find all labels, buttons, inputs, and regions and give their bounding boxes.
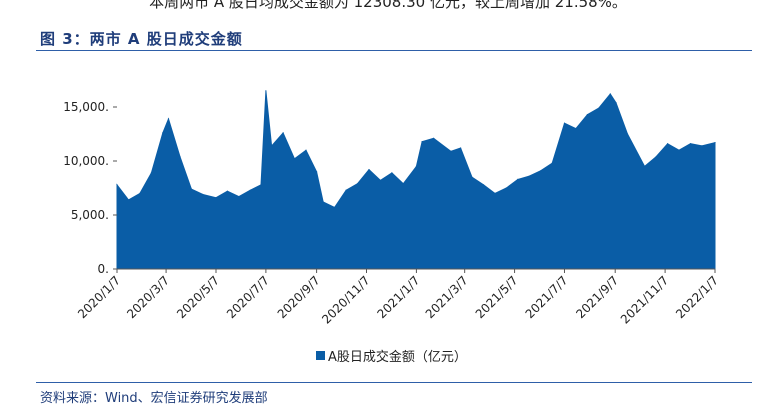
y-tick-label: 0. — [98, 262, 109, 276]
x-tick-label: 2021/5/7 — [473, 273, 521, 321]
data-point — [249, 189, 251, 191]
legend: A股日成交金额（亿元） — [316, 346, 467, 365]
series-area — [116, 90, 716, 270]
data-point — [162, 132, 164, 134]
y-axis: 0. 5,000. 10,000. 15,000. — [63, 100, 117, 276]
data-point — [179, 156, 181, 158]
data-point — [415, 165, 417, 167]
data-point — [345, 189, 347, 191]
data-point — [282, 132, 284, 134]
data-point — [598, 107, 600, 109]
data-point — [215, 197, 217, 199]
data-point — [322, 201, 324, 203]
data-point — [517, 178, 519, 180]
data-point — [265, 90, 267, 92]
data-point — [190, 188, 192, 190]
data-point — [678, 149, 680, 151]
title-rule — [36, 50, 752, 51]
data-point — [139, 192, 141, 194]
data-point — [471, 176, 473, 178]
x-tick-label: 2021/9/7 — [573, 273, 621, 321]
data-point — [368, 169, 370, 171]
data-point — [391, 172, 393, 174]
data-point — [202, 193, 204, 196]
data-point — [127, 199, 130, 201]
data-point — [482, 184, 485, 186]
data-point — [293, 158, 296, 160]
data-point — [116, 184, 118, 186]
data-point — [626, 133, 629, 135]
data-point — [528, 175, 530, 177]
y-tick-label: 15,000. — [63, 100, 109, 114]
data-point — [238, 196, 240, 198]
x-tick-label: 2021/7/7 — [523, 273, 571, 321]
x-tick-label: 2020/11/7 — [319, 273, 372, 326]
data-point — [379, 179, 381, 181]
data-point — [714, 142, 716, 144]
data-point — [609, 93, 611, 95]
data-point — [644, 165, 646, 167]
data-point — [460, 147, 462, 149]
x-tick-label: 2020/1/7 — [75, 273, 123, 321]
x-tick-label: 2021/1/7 — [375, 273, 423, 321]
x-tick-label: 2020/7/7 — [224, 273, 272, 321]
data-point — [701, 145, 703, 147]
data-point — [551, 162, 553, 164]
legend-swatch — [316, 351, 325, 360]
data-point — [689, 143, 692, 145]
y-tick-label: 10,000. — [63, 154, 109, 168]
data-point — [433, 137, 435, 139]
x-tick-label: 2021/11/7 — [618, 273, 671, 326]
data-point — [615, 102, 617, 104]
plot-area — [116, 90, 716, 270]
data-point — [505, 187, 507, 189]
data-point — [334, 206, 336, 208]
data-point — [316, 171, 318, 173]
data-point — [655, 156, 657, 158]
data-point — [356, 183, 359, 185]
x-tick-label: 2022/1/7 — [673, 273, 721, 321]
x-tick-label: 2021/3/7 — [423, 273, 471, 321]
data-point — [402, 183, 404, 185]
x-tick-label: 2020/3/7 — [124, 273, 172, 321]
data-point — [586, 114, 589, 116]
data-point — [150, 172, 152, 174]
data-point — [421, 141, 423, 143]
data-point — [667, 143, 669, 145]
source-note: 资料来源：Wind、宏信证券研究发展部 — [40, 391, 268, 406]
data-point — [563, 122, 566, 124]
data-point — [226, 190, 228, 192]
data-point — [494, 192, 496, 194]
source-rule — [36, 382, 752, 383]
data-point — [540, 170, 542, 172]
data-point — [450, 150, 452, 152]
y-tick-label: 5,000. — [71, 208, 109, 222]
x-tick-label: 2020/9/7 — [275, 273, 323, 321]
header-sentence: 本周两市 A 股日均成交金额为 12308.30 亿元，较上周增加 21.58%… — [149, 0, 627, 11]
data-point — [305, 149, 307, 151]
legend-label: A股日成交金额（亿元） — [328, 350, 467, 365]
data-point — [260, 184, 262, 186]
data-point — [575, 128, 577, 130]
x-tick-label: 2020/5/7 — [174, 273, 222, 321]
data-point — [167, 118, 170, 120]
x-axis: 2020/1/7 2020/3/7 2020/5/7 2020/7/7 2020/9/7… — [75, 268, 721, 327]
data-point — [271, 145, 273, 147]
figure-title: 图 3：两市 A 股日成交金额 — [40, 30, 243, 48]
